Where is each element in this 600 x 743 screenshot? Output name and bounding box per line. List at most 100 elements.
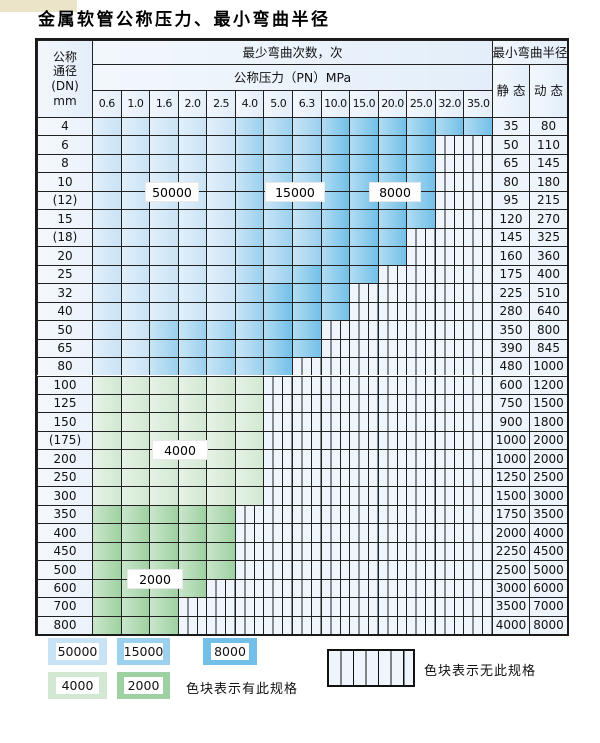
no-spec-cell <box>377 578 407 598</box>
spec-cell-z3 <box>406 117 435 136</box>
spec-cell-z1 <box>92 135 121 154</box>
pressure-title-header: 公称压力（PN）MPa <box>92 64 492 90</box>
legend-has-spec-text: 色块表示有此规格 <box>186 682 299 697</box>
spec-cell-g1 <box>177 486 207 505</box>
spec-cell-z3 <box>349 135 378 154</box>
no-spec-cell <box>263 541 292 561</box>
spec-cell-g1 <box>120 412 150 431</box>
dynamic-value-cell: 1800 <box>529 412 567 431</box>
spec-cell-z2 <box>149 338 178 358</box>
dn-cell: 250 <box>37 467 92 487</box>
no-spec-cell <box>263 523 292 542</box>
spec-cell-z3 <box>349 246 378 265</box>
no-spec-cell <box>406 597 435 616</box>
no-spec-cell <box>406 430 435 450</box>
spec-cell-g1 <box>149 375 178 394</box>
legend-label-15000: 15000 <box>123 643 164 660</box>
dynamic-value-cell: 110 <box>529 135 567 154</box>
no-spec-cell <box>377 412 407 431</box>
no-spec-cell <box>463 504 492 524</box>
no-spec-cell <box>406 393 435 413</box>
dynamic-value-cell: 6000 <box>529 578 567 598</box>
pressure-col-header: 6.3 <box>292 90 321 117</box>
no-spec-cell <box>377 320 407 339</box>
spec-cell-z1 <box>92 190 121 210</box>
no-spec-cell <box>320 615 350 634</box>
pressure-col-header: 5.0 <box>263 90 292 117</box>
spec-cell-z1 <box>149 209 178 228</box>
no-spec-cell <box>406 449 435 468</box>
legend-no-spec-text: 色块表示无此规格 <box>424 664 537 679</box>
spec-cell-z2 <box>206 338 235 358</box>
no-spec-cell <box>320 375 350 394</box>
spec-cell-z1 <box>149 264 178 284</box>
legend-no-spec-swatch <box>327 649 415 687</box>
dynamic-value-cell: 640 <box>529 301 567 321</box>
spec-cell-z1 <box>120 172 150 191</box>
no-spec-cell <box>463 467 492 487</box>
no-spec-cell <box>263 486 292 505</box>
spec-cell-g1 <box>206 393 235 413</box>
spec-cell-g1 <box>149 467 178 487</box>
no-spec-cell <box>434 172 464 191</box>
no-spec-cell <box>463 227 492 247</box>
spec-cell-z1 <box>206 264 235 284</box>
spec-cell-g2 <box>177 541 207 561</box>
no-spec-cell <box>320 338 350 358</box>
pressure-col-header: 25.0 <box>406 90 435 117</box>
static-value-cell: 35 <box>492 117 529 136</box>
static-value-cell: 1000 <box>492 430 529 450</box>
no-spec-cell <box>463 393 492 413</box>
spec-cell-g1 <box>92 467 121 487</box>
no-spec-cell <box>377 301 407 321</box>
static-value-cell: 50 <box>492 135 529 154</box>
no-spec-cell <box>292 430 321 450</box>
spec-cell-z2 <box>292 227 321 247</box>
no-spec-cell <box>320 597 350 616</box>
spec-cell-z1 <box>120 135 150 154</box>
spec-cell-z3 <box>377 153 407 173</box>
no-spec-cell <box>406 320 435 339</box>
no-spec-cell <box>406 283 435 302</box>
spec-cell-z1 <box>120 190 150 210</box>
dynamic-value-cell: 80 <box>529 117 567 136</box>
static-value-cell: 4000 <box>492 615 529 634</box>
spec-cell-g1 <box>92 449 121 468</box>
dynamic-value-cell: 8000 <box>529 615 567 634</box>
spec-cell-z1 <box>92 153 121 173</box>
no-spec-cell <box>320 560 350 579</box>
spec-cell-g1 <box>206 430 235 450</box>
spec-cell-z2 <box>292 135 321 154</box>
no-spec-cell <box>406 560 435 579</box>
spec-cell-g2 <box>177 578 207 598</box>
no-spec-cell <box>320 467 350 487</box>
spec-cell-z2 <box>234 264 264 284</box>
dn-cell: 200 <box>37 449 92 468</box>
no-spec-cell <box>463 357 492 376</box>
dn-cell: (18) <box>37 227 92 247</box>
spec-cell-g1 <box>92 486 121 505</box>
dn-cell: 65 <box>37 338 92 358</box>
static-value-cell: 2500 <box>492 560 529 579</box>
no-spec-cell <box>349 430 378 450</box>
spec-cell-g2 <box>149 523 178 542</box>
pressure-col-header: 32.0 <box>434 90 464 117</box>
no-spec-cell <box>292 523 321 542</box>
spec-cell-g2 <box>177 523 207 542</box>
pressure-col-header: 0.6 <box>92 90 121 117</box>
spec-cell-z3 <box>406 135 435 154</box>
spec-cell-z2 <box>292 246 321 265</box>
no-spec-cell <box>434 190 464 210</box>
no-spec-cell <box>406 412 435 431</box>
no-spec-cell <box>234 523 264 542</box>
no-spec-cell <box>463 412 492 431</box>
spec-cell-g2 <box>149 504 178 524</box>
no-spec-cell <box>377 541 407 561</box>
pressure-col-header: 35.0 <box>463 90 492 117</box>
spec-cell-z1 <box>92 320 121 339</box>
dynamic-value-cell: 5000 <box>529 560 567 579</box>
no-spec-cell <box>463 560 492 579</box>
no-spec-cell <box>463 190 492 210</box>
no-spec-cell <box>434 153 464 173</box>
